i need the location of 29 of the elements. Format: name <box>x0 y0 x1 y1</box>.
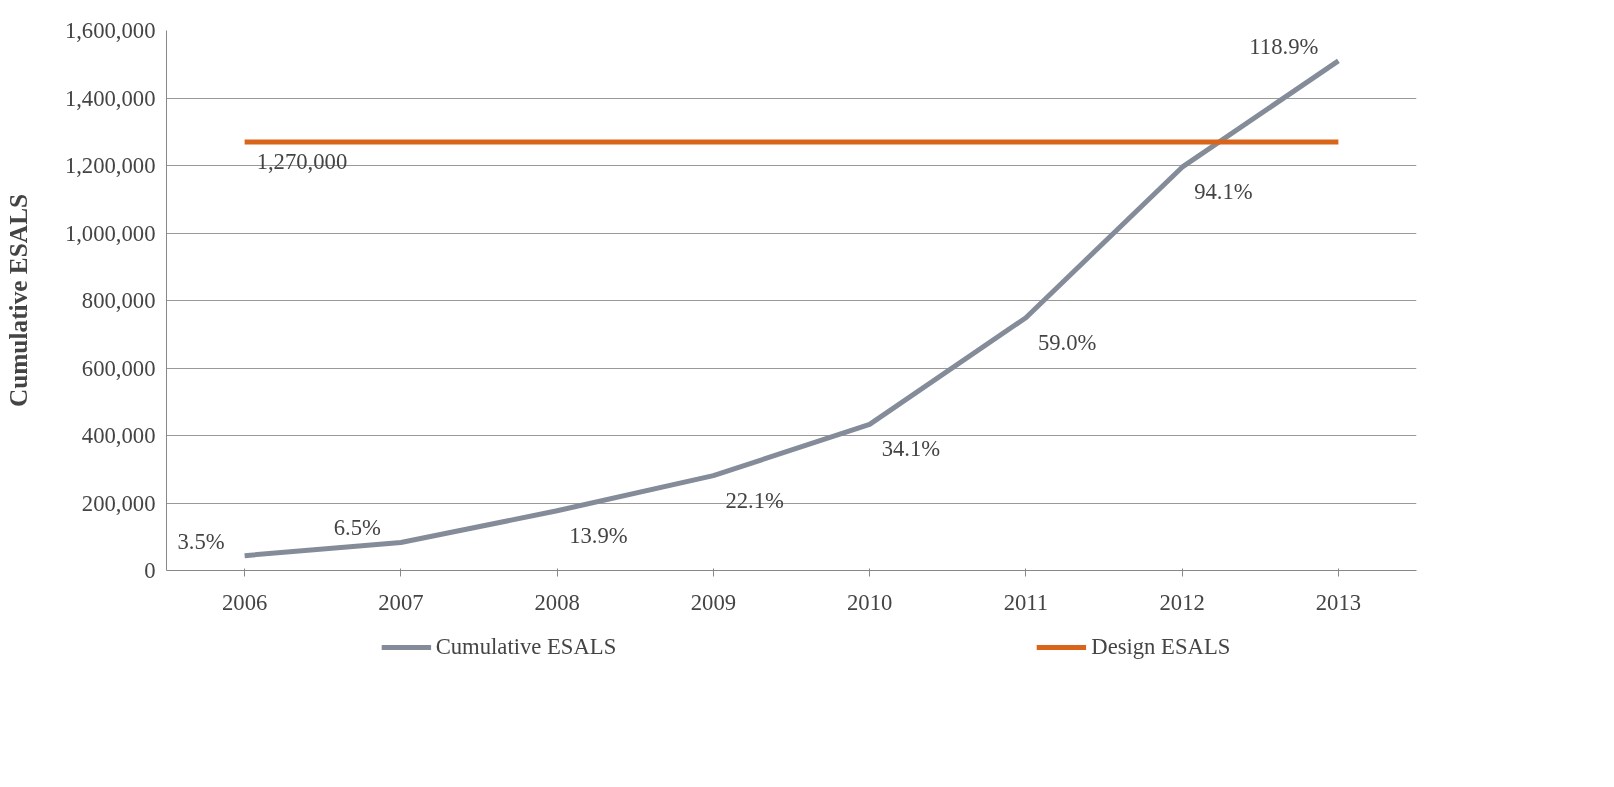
x-tick-label: 2012 <box>1159 589 1205 615</box>
annotation: 34.1% <box>881 436 941 462</box>
annotation: 22.1% <box>725 487 785 513</box>
y-tick-label: 1,400,000 <box>64 85 156 111</box>
annotation: 13.9% <box>569 522 628 548</box>
y-axis-title: Cumulative ESALS <box>3 193 32 408</box>
annotation: 1,270,000 <box>256 148 348 174</box>
legend-label: Cumulative ESALS <box>435 634 617 660</box>
y-tick-label: 400,000 <box>81 423 156 448</box>
x-tick-label: 2010 <box>846 589 893 615</box>
annotation: 6.5% <box>333 515 381 541</box>
x-tick-label: 2006 <box>221 589 268 615</box>
x-tick-label: 2011 <box>1003 589 1049 615</box>
annotation: 118.9% <box>1249 33 1319 59</box>
legend-label: Design ESALS <box>1091 634 1231 660</box>
y-tick-label: 800,000 <box>81 288 156 313</box>
x-tick-label: 2007 <box>378 589 424 615</box>
annotation: 94.1% <box>1194 179 1253 205</box>
y-tick-label: 1,000,000 <box>64 220 156 246</box>
y-tick-label: 200,000 <box>81 490 156 516</box>
y-tick-label: 0 <box>144 558 156 583</box>
x-tick-label: 2009 <box>690 589 737 615</box>
x-tick-label: 2008 <box>534 589 580 615</box>
x-tick-label: 2013 <box>1315 589 1362 615</box>
y-tick-label: 600,000 <box>81 355 156 381</box>
y-tick-label: 1,200,000 <box>64 153 156 178</box>
annotation: 3.5% <box>177 528 225 554</box>
y-tick-label: 1,600,000 <box>64 18 156 43</box>
annotation: 59.0% <box>1037 329 1097 355</box>
